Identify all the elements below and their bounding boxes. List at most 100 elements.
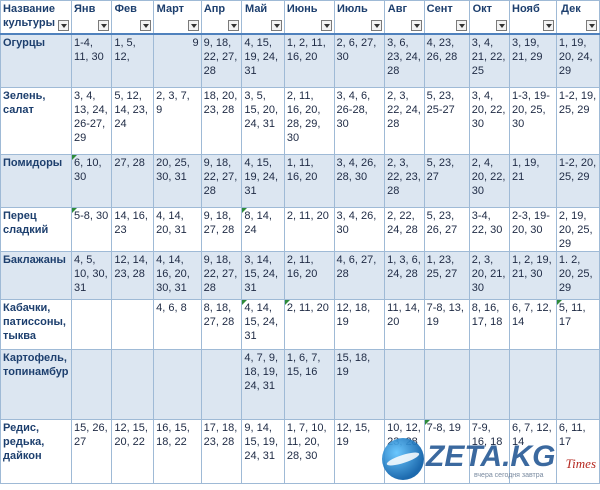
date-cell[interactable]: 3, 4, 13, 24, 26-27, 29 (71, 86, 113, 155)
date-cell[interactable]: 5, 12, 14, 23, 24 (111, 86, 155, 155)
date-cell[interactable]: 15, 18, 19 (333, 348, 386, 420)
date-cell[interactable]: 2, 11, 16, 20 (283, 250, 335, 300)
filter-dropdown-icon[interactable] (495, 20, 507, 31)
date-cell[interactable]: 4, 5, 10, 30, 31 (71, 250, 113, 300)
date-cell[interactable]: 20, 25, 30, 31 (153, 153, 202, 208)
date-cell[interactable]: 4, 15, 19, 24, 31 (241, 33, 285, 88)
date-cell[interactable]: 1-2, 20, 25, 29 (555, 153, 600, 208)
filter-dropdown-icon[interactable] (410, 20, 422, 31)
date-cell[interactable]: 1, 6, 7, 15, 16 (283, 348, 335, 420)
crop-name-cell[interactable]: Перец сладкий (0, 206, 73, 252)
date-cell[interactable]: 12, 15, 20, 22 (111, 418, 155, 484)
date-cell[interactable]: 1, 19, 20, 24, 29 (555, 33, 600, 88)
filter-dropdown-icon[interactable] (58, 20, 70, 31)
date-cell[interactable]: 6, 10, 30 (71, 153, 113, 208)
date-cell[interactable]: 5, 23, 26, 27 (423, 206, 470, 252)
date-cell[interactable]: 3, 4, 21, 22, 25 (468, 33, 510, 88)
date-cell[interactable]: 3, 4, 26, 30 (333, 206, 386, 252)
date-cell[interactable]: 2, 11, 20 (283, 206, 335, 252)
date-cell[interactable]: 3, 4, 26, 28, 30 (333, 153, 386, 208)
date-cell[interactable]: 9, 18, 27, 28 (200, 206, 243, 252)
date-cell[interactable]: 9, 18, 22, 27, 28 (200, 33, 243, 88)
date-cell[interactable]: 5, 11, 17 (555, 298, 600, 350)
date-cell[interactable]: 27, 28 (111, 153, 155, 208)
date-cell[interactable]: 2-3, 19-20, 30 (508, 206, 557, 252)
date-cell[interactable]: 2, 3, 22, 23, 28 (384, 153, 425, 208)
date-cell[interactable]: 2, 11, 16, 20, 28, 29, 30 (283, 86, 335, 155)
date-cell[interactable]: 3, 14, 15, 24, 31 (241, 250, 285, 300)
date-cell[interactable]: 4, 7, 9, 18, 19, 24, 31 (241, 348, 285, 420)
date-cell[interactable] (200, 348, 243, 420)
date-cell[interactable]: 1, 23, 25, 27 (423, 250, 470, 300)
date-cell[interactable] (111, 298, 155, 350)
filter-dropdown-icon[interactable] (228, 20, 240, 31)
crop-name-cell[interactable]: Огурцы (0, 33, 73, 88)
date-cell[interactable]: 14, 16, 23 (111, 206, 155, 252)
date-cell[interactable]: 2, 22, 24, 28 (384, 206, 425, 252)
date-cell[interactable]: 3, 5, 15, 20, 24, 31 (241, 86, 285, 155)
date-cell[interactable]: 3, 19, 21, 29 (508, 33, 557, 88)
date-cell[interactable]: 1. 2, 20, 25, 29 (555, 250, 600, 300)
date-cell[interactable]: 2, 4, 20, 22, 30 (468, 153, 510, 208)
date-cell[interactable]: 11, 14, 20 (384, 298, 425, 350)
date-cell[interactable]: 1, 3, 6, 24, 28 (384, 250, 425, 300)
date-cell[interactable]: 9, 18, 22, 27, 28 (200, 250, 243, 300)
date-cell[interactable]: 9, 18, 22, 27, 28 (200, 153, 243, 208)
date-cell[interactable]: 4, 15, 19, 24, 31 (241, 153, 285, 208)
date-cell[interactable]: 2, 19, 20, 25, 29 (555, 206, 600, 252)
date-cell[interactable]: 15, 26, 27 (71, 418, 113, 484)
date-cell[interactable]: 1, 19, 21 (508, 153, 557, 208)
date-cell[interactable] (423, 348, 470, 420)
date-cell[interactable]: 8, 14, 24 (241, 206, 285, 252)
date-cell[interactable]: 7-8, 19 (423, 418, 470, 484)
date-cell[interactable]: 9 (153, 33, 202, 88)
date-cell[interactable]: 12, 15, 19 (333, 418, 386, 484)
date-cell[interactable] (71, 348, 113, 420)
date-cell[interactable]: 6, 11, 17 (555, 418, 600, 484)
date-cell[interactable]: 6, 7, 12, 14 (508, 298, 557, 350)
date-cell[interactable] (555, 348, 600, 420)
date-cell[interactable]: 5, 23, 25-27 (423, 86, 470, 155)
date-cell[interactable]: 4, 14, 20, 31 (153, 206, 202, 252)
date-cell[interactable]: 8, 18, 27, 28 (200, 298, 243, 350)
date-cell[interactable]: 3, 6, 23, 24, 28 (384, 33, 425, 88)
date-cell[interactable] (508, 348, 557, 420)
date-cell[interactable]: 4, 14, 16, 20, 30, 31 (153, 250, 202, 300)
date-cell[interactable]: 17, 18, 23, 28 (200, 418, 243, 484)
date-cell[interactable]: 1, 11, 16, 20 (283, 153, 335, 208)
date-cell[interactable]: 2, 3, 7, 9 (153, 86, 202, 155)
filter-dropdown-icon[interactable] (98, 20, 110, 31)
crop-name-cell[interactable]: Помидоры (0, 153, 73, 208)
crop-name-cell[interactable]: Редис, редька, дайкон (0, 418, 73, 484)
date-cell[interactable]: 3-4, 22, 30 (468, 206, 510, 252)
filter-dropdown-icon[interactable] (371, 20, 383, 31)
date-cell[interactable]: 4, 6, 8 (153, 298, 202, 350)
date-cell[interactable]: 5, 23, 27 (423, 153, 470, 208)
date-cell[interactable]: 1, 5, 12, (111, 33, 155, 88)
date-cell[interactable] (384, 348, 425, 420)
date-cell[interactable]: 9, 14, 15, 19, 24, 31 (241, 418, 285, 484)
date-cell[interactable]: 4, 6, 27, 28 (333, 250, 386, 300)
date-cell[interactable]: 1-4, 11, 30 (71, 33, 113, 88)
date-cell[interactable] (468, 348, 510, 420)
date-cell[interactable]: 12, 18, 19 (333, 298, 386, 350)
filter-dropdown-icon[interactable] (320, 20, 332, 31)
date-cell[interactable]: 1, 7, 10, 11, 20, 28, 30 (283, 418, 335, 484)
filter-dropdown-icon[interactable] (455, 20, 467, 31)
date-cell[interactable]: 3, 4, 20, 22, 30 (468, 86, 510, 155)
date-cell[interactable]: 8, 16, 17, 18 (468, 298, 510, 350)
date-cell[interactable]: 18, 20, 23, 28 (200, 86, 243, 155)
date-cell[interactable]: 5-8, 30 (71, 206, 113, 252)
filter-dropdown-icon[interactable] (187, 20, 199, 31)
date-cell[interactable]: 2, 3, 20, 21, 30 (468, 250, 510, 300)
crop-name-cell[interactable]: Картофель, топинамбур (0, 348, 73, 420)
date-cell[interactable]: 1-2, 19, 25, 29 (555, 86, 600, 155)
filter-dropdown-icon[interactable] (542, 20, 554, 31)
date-cell[interactable]: 4, 14, 15, 24, 31 (241, 298, 285, 350)
date-cell[interactable]: 7-8, 13, 19 (423, 298, 470, 350)
date-cell[interactable] (71, 298, 113, 350)
filter-dropdown-icon[interactable] (270, 20, 282, 31)
date-cell[interactable]: 2, 3, 22, 24, 28 (384, 86, 425, 155)
date-cell[interactable]: 1, 2, 11, 16, 20 (283, 33, 335, 88)
date-cell[interactable]: 7-9, 16, 18 (468, 418, 510, 484)
